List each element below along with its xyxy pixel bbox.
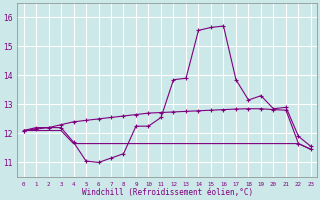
X-axis label: Windchill (Refroidissement éolien,°C): Windchill (Refroidissement éolien,°C) xyxy=(82,188,253,197)
